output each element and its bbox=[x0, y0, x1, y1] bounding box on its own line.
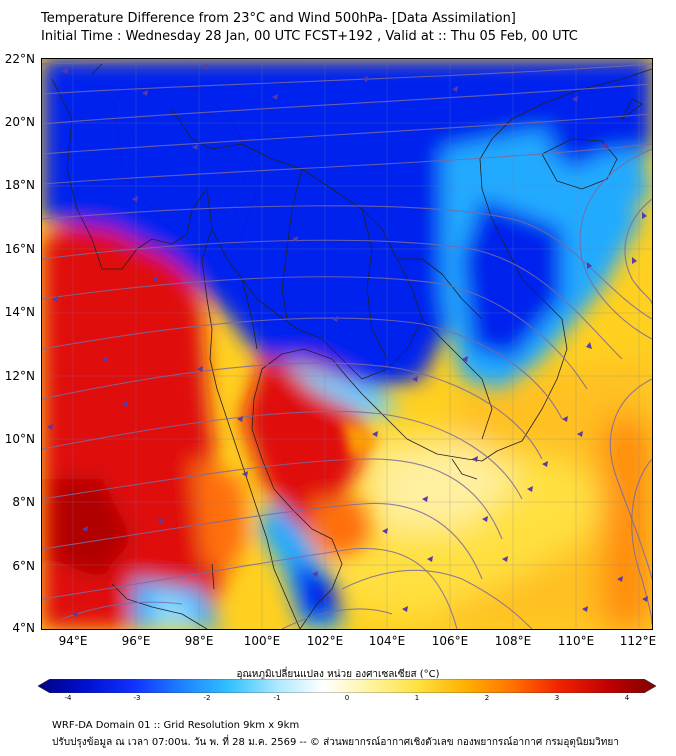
colorbar-tick: 3 bbox=[554, 694, 560, 702]
lat-label: 6°N bbox=[12, 559, 35, 573]
lon-label: 98°E bbox=[184, 634, 214, 648]
lon-label: 106°E bbox=[431, 634, 469, 648]
lon-label: 112°E bbox=[619, 634, 657, 648]
colorbar-tick: -2 bbox=[203, 694, 211, 702]
lon-label: 96°E bbox=[121, 634, 151, 648]
lon-label: 102°E bbox=[306, 634, 344, 648]
lat-label: 12°N bbox=[4, 369, 35, 383]
lat-label: 18°N bbox=[4, 178, 35, 192]
lon-label: 110°E bbox=[557, 634, 595, 648]
chart-title-line-1: Temperature Difference from 23°C and Win… bbox=[41, 11, 516, 26]
colorbar-tick: 0 bbox=[344, 694, 350, 702]
wind-streamlines bbox=[42, 59, 652, 629]
lat-label: 8°N bbox=[12, 495, 35, 509]
colorbar-tick: 4 bbox=[624, 694, 630, 702]
lat-label: 20°N bbox=[4, 115, 35, 129]
temperature-wind-map bbox=[42, 59, 652, 629]
lat-label: 10°N bbox=[4, 432, 35, 446]
colorbar-tick: 2 bbox=[484, 694, 490, 702]
lat-label: 14°N bbox=[4, 305, 35, 319]
map-panel bbox=[41, 58, 653, 630]
wind-arrows bbox=[47, 64, 648, 617]
colorbar-title: อุณหภูมิเปลี่ยนแปลง หน่วย องศาเซลเซียส (… bbox=[236, 669, 440, 680]
model-info: WRF-DA Domain 01 :: Grid Resolution 9km … bbox=[52, 720, 300, 731]
colorbar-tick: 1 bbox=[414, 694, 420, 702]
lon-label: 104°E bbox=[368, 634, 406, 648]
chart-title-line-2: Initial Time : Wednesday 28 Jan, 00 UTC … bbox=[41, 29, 578, 44]
lat-label: 22°N bbox=[4, 52, 35, 66]
colorbar-tick: -3 bbox=[133, 694, 141, 702]
lat-label: 16°N bbox=[4, 242, 35, 256]
lon-label: 94°E bbox=[58, 634, 88, 648]
colorbar-tick: -4 bbox=[64, 694, 72, 702]
coastlines-and-borders bbox=[51, 63, 652, 629]
lon-label: 100°E bbox=[243, 634, 281, 648]
colorbar bbox=[38, 679, 656, 693]
update-credit: ปรับปรุงข้อมูล ณ เวลา 07:00น. วัน พ. ที่… bbox=[52, 737, 619, 748]
lat-label: 4°N bbox=[12, 621, 35, 635]
colorbar-tick: -1 bbox=[273, 694, 281, 702]
lon-label: 108°E bbox=[494, 634, 532, 648]
